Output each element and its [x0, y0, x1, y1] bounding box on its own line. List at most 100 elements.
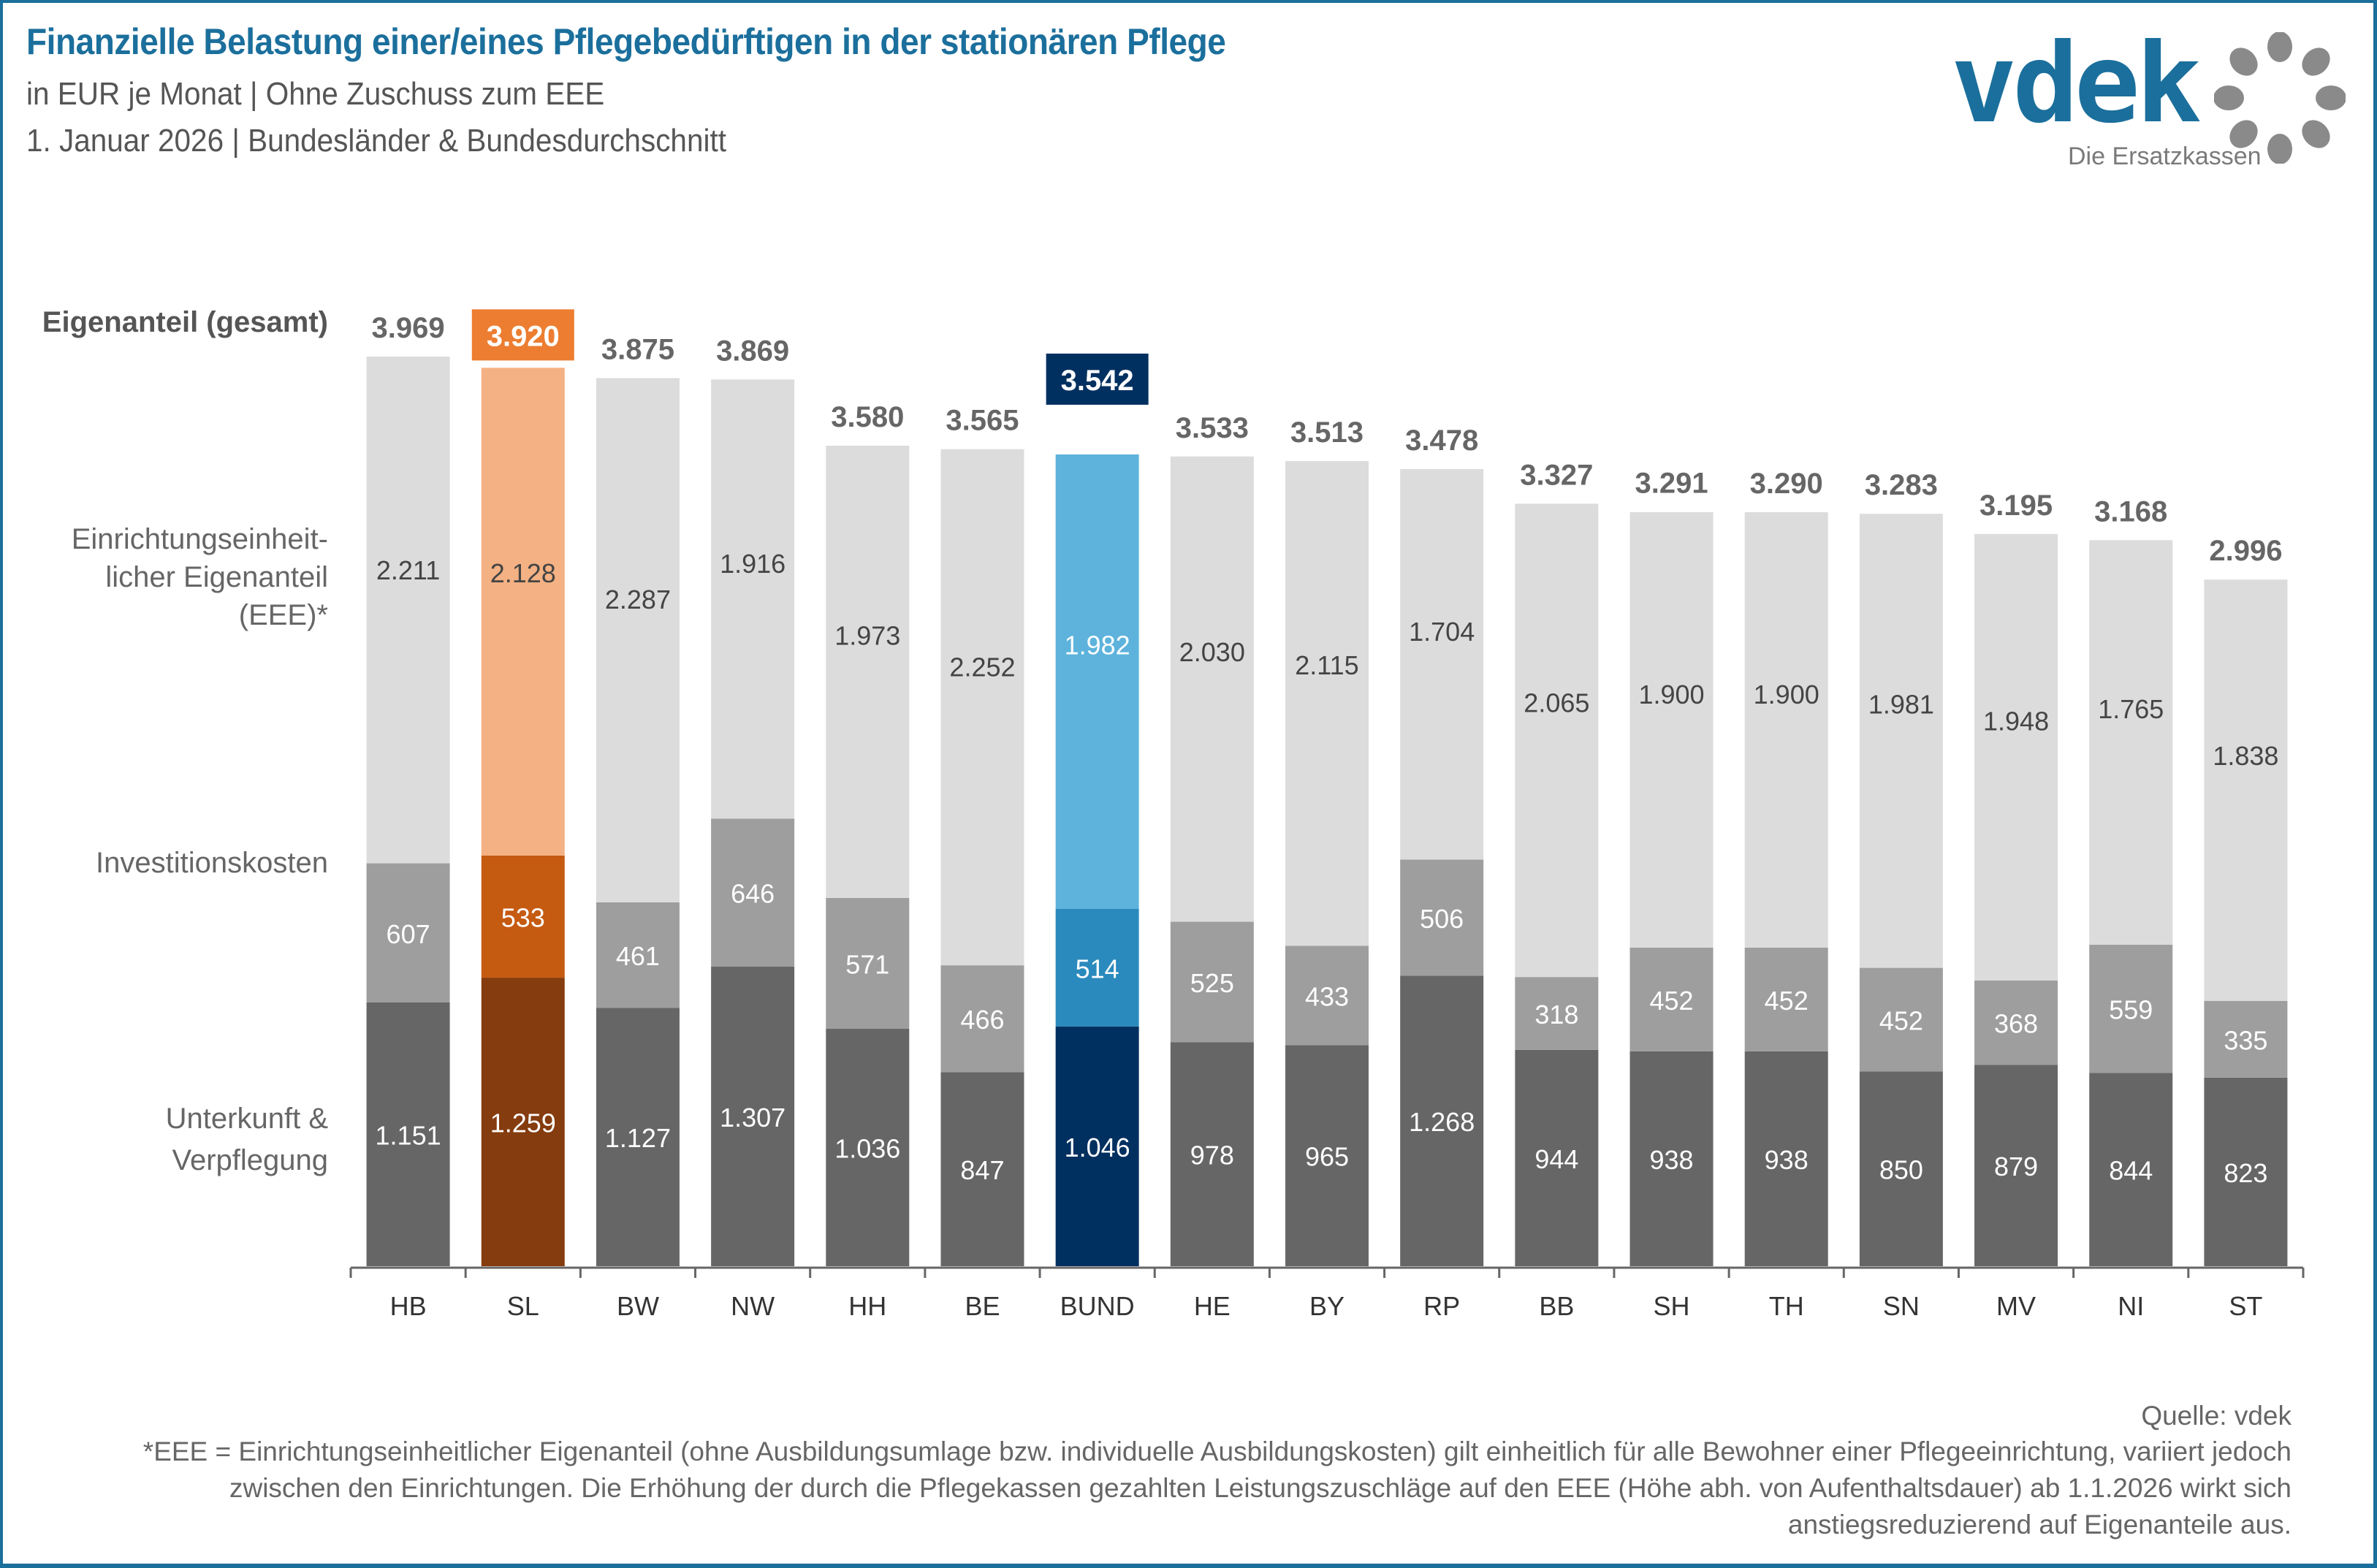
data-label-invest-bw: 461 [616, 941, 660, 971]
x-tick-label-mv: MV [1996, 1291, 2036, 1321]
data-label-eee-sn: 1.981 [1868, 690, 1934, 720]
data-label-invest-bund: 514 [1076, 954, 1119, 983]
total-label-by: 3.513 [1290, 416, 1364, 449]
x-tick-label-bund: BUND [1060, 1291, 1135, 1321]
bar-segment-invest-he [1170, 921, 1254, 1043]
source-note: Quelle: vdek [2141, 1401, 2292, 1431]
bar-segment-invest-mv [1974, 980, 2058, 1065]
logo-dot [2229, 120, 2258, 148]
bar-segment-uv-rp [1400, 975, 1484, 1266]
bar-segment-uv-sl [481, 978, 565, 1266]
data-label-eee-bund: 1.982 [1065, 630, 1130, 660]
data-label-uv-be: 847 [960, 1155, 1004, 1185]
data-label-eee-bb: 2.065 [1524, 688, 1589, 718]
total-label-ni: 3.168 [2094, 495, 2167, 528]
data-label-uv-nw: 1.307 [720, 1103, 786, 1133]
data-label-invest-rp: 506 [1420, 904, 1464, 934]
bar-segment-uv-he [1170, 1042, 1254, 1266]
x-tick-label-hb: HB [390, 1291, 427, 1321]
logo-wordmark: vdek [1951, 20, 2202, 148]
data-label-invest-ni: 559 [2109, 995, 2153, 1025]
x-tick-label-bw: BW [617, 1291, 659, 1321]
bar-segment-uv-sn [1859, 1071, 1943, 1266]
data-label-eee-hb: 2.211 [376, 555, 440, 585]
chart-subtitle-date: 1. Januar 2026 | Bundesländer & Bundesdu… [26, 123, 726, 159]
bar-segment-invest-st [2204, 1000, 2288, 1078]
data-label-eee-hh: 1.973 [834, 620, 900, 650]
bar-segment-eee-bund [1055, 454, 1139, 909]
row-label-invest: Investitionskosten [96, 847, 328, 879]
data-label-invest-sl: 533 [501, 902, 545, 932]
ring-of-dots-icon [2214, 32, 2346, 164]
bar-segment-invest-be [940, 965, 1024, 1073]
data-label-uv-sl: 1.259 [490, 1108, 556, 1138]
data-label-uv-hb: 1.151 [376, 1120, 441, 1150]
data-label-invest-he: 525 [1190, 968, 1234, 998]
data-label-uv-mv: 879 [1994, 1152, 2038, 1181]
data-label-uv-by: 965 [1305, 1142, 1349, 1172]
bar-segment-uv-ni [2089, 1073, 2173, 1266]
data-label-uv-rp: 1.268 [1409, 1107, 1475, 1137]
total-label-bund: 3.542 [1061, 365, 1134, 397]
data-label-eee-rp: 1.704 [1409, 617, 1475, 647]
bar-segment-invest-th [1744, 947, 1828, 1051]
logo-dot [2267, 32, 2292, 62]
x-tick-label-sl: SL [507, 1291, 539, 1321]
logo-dot [2229, 47, 2258, 76]
bar-segment-eee-bb [1515, 503, 1599, 978]
x-tick-label-st: ST [2229, 1291, 2262, 1321]
x-tick-label-bb: BB [1539, 1291, 1574, 1321]
data-label-eee-bw: 2.287 [605, 585, 671, 614]
logo-dot [2302, 120, 2330, 148]
bar-segment-invest-ni [2089, 944, 2173, 1073]
x-tick-label-sh: SH [1654, 1291, 1690, 1321]
bar-segment-eee-hh [826, 446, 910, 898]
data-label-eee-sh: 1.900 [1638, 680, 1704, 709]
x-tick-label-hh: HH [848, 1291, 886, 1321]
bar-segment-eee-sh [1629, 511, 1714, 948]
bar-segment-eee-hb [366, 357, 450, 864]
bar-segment-eee-nw [711, 379, 795, 819]
x-tick-label-nw: NW [731, 1291, 775, 1321]
bar-segment-eee-by [1285, 461, 1369, 946]
vdek-logo: vdek Die Ersatzkassen [1944, 29, 2353, 175]
x-tick-label-by: BY [1309, 1291, 1345, 1321]
row-label-uv-2: Verpflegung [172, 1144, 328, 1176]
data-label-eee-be: 2.252 [949, 652, 1015, 682]
bar-segment-eee-st [2204, 579, 2288, 1001]
bar-segment-invest-hh [826, 897, 910, 1030]
data-label-invest-sn: 452 [1879, 1005, 1923, 1035]
total-label-th: 3.290 [1750, 468, 1823, 500]
data-label-uv-he: 978 [1190, 1141, 1234, 1171]
bar-segment-invest-bund [1055, 908, 1139, 1027]
x-tick-label-ni: NI [2118, 1291, 2144, 1321]
data-label-invest-th: 452 [1765, 986, 1809, 1016]
row-label-total: Eigenanteil (gesamt) [42, 306, 328, 338]
total-label-sl: 3.920 [487, 320, 560, 352]
bar-segment-eee-be [940, 449, 1024, 966]
chart-subtitle-unit: in EUR je Monat | Ohne Zuschuss zum EEE [26, 76, 605, 112]
data-label-eee-ni: 1.765 [2098, 694, 2164, 724]
data-label-uv-ni: 844 [2109, 1156, 2153, 1186]
bar-segment-invest-sn [1859, 967, 1943, 1072]
total-label-hb: 3.969 [372, 312, 445, 344]
bar-segment-invest-by [1285, 945, 1369, 1046]
total-box-bund [1046, 353, 1149, 405]
bar-segment-uv-mv [1974, 1065, 2058, 1266]
data-label-uv-st: 823 [2224, 1158, 2267, 1188]
data-label-invest-nw: 646 [731, 879, 775, 909]
data-label-uv-bund: 1.046 [1065, 1133, 1130, 1162]
data-label-eee-mv: 1.948 [1983, 707, 2049, 737]
x-tick-label-he: HE [1194, 1291, 1231, 1321]
bar-segment-eee-th [1744, 511, 1828, 948]
bar-segment-invest-bb [1515, 977, 1599, 1050]
bar-segment-eee-sn [1859, 514, 1943, 968]
data-label-uv-th: 938 [1765, 1145, 1809, 1175]
bar-segment-uv-hb [366, 1002, 450, 1266]
total-label-sh: 3.291 [1635, 468, 1708, 500]
total-label-nw: 3.869 [716, 335, 789, 367]
data-label-uv-sn: 850 [1879, 1155, 1923, 1185]
data-label-eee-nw: 1.916 [720, 549, 786, 579]
